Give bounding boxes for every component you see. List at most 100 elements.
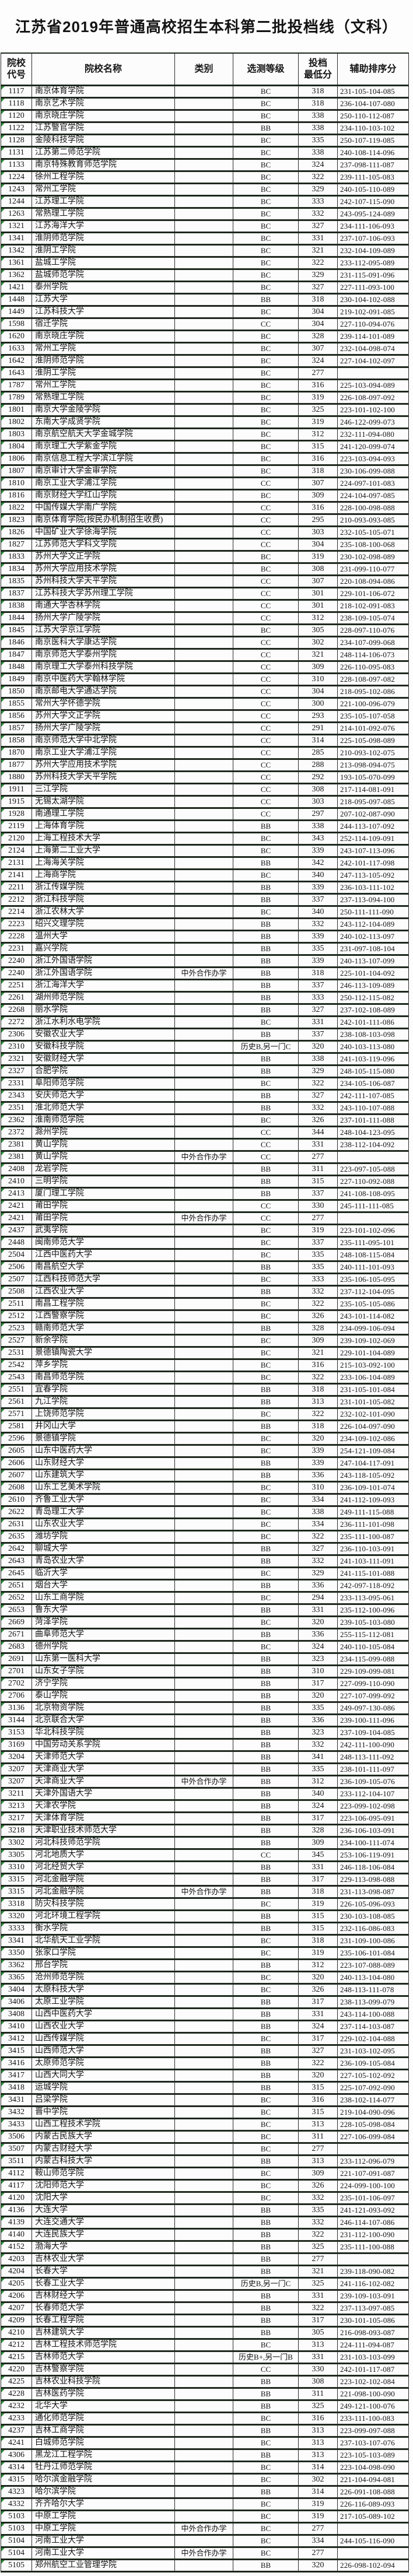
college-name-cell: 聊城大学 (32, 1543, 175, 1555)
college-name-cell: 天津农学院 (32, 1800, 175, 1813)
college-code-cell: 3417 (1, 2069, 32, 2082)
aux-score-cell: 236-103-111-102 (337, 881, 409, 894)
grade-cell: BC (233, 1408, 299, 1421)
college-name-cell: 吕梁学院 (32, 2094, 175, 2107)
grade-cell: BC (233, 342, 299, 355)
aux-score-cell: 241-115-101-088 (337, 1567, 409, 1580)
table-row: 3350 张家口学院 BC 319 235-106-101-084 (1, 1947, 409, 1960)
aux-score-cell: 246-113-109-089 (337, 979, 409, 992)
aux-score-cell: 248-113-111-092 (337, 1751, 409, 1764)
grade-cell: BC (233, 2522, 299, 2535)
table-row: 1826 中国矿业大学徐海学院 CC 303 232-105-105-071 (1, 526, 409, 539)
table-row: 2702 济宁学院 BB 317 227-099-110-090 (1, 1677, 409, 1690)
category-cell (174, 1861, 233, 1874)
excel-corner-mark-icon (1, 123, 5, 127)
aux-score-cell: 227-099-110-090 (337, 1677, 409, 1690)
aux-score-cell: 226-116-089-093 (337, 2498, 409, 2511)
score-cell: 295 (298, 514, 338, 527)
table-row: 3507 内蒙古财经大学 BC 277 (1, 2143, 409, 2156)
grade-cell: BC (233, 1359, 299, 1372)
college-name-cell: 苏州大学应用技术学院 (32, 759, 175, 772)
college-name-cell: 常州工学院 (32, 379, 175, 392)
college-name-cell: 长春工程学院 (32, 2314, 175, 2327)
aux-score-cell: 236-109-101-074 (337, 1481, 409, 1494)
table-row: 4220 吉林警察学院 CC 330 242-101-117-087 (1, 2363, 409, 2376)
score-cell: 313 (298, 2118, 338, 2131)
college-name-cell: 淮阴师范学院 (32, 232, 175, 245)
excel-corner-mark-icon (1, 2046, 5, 2049)
grade-cell: BC (233, 2473, 299, 2486)
excel-corner-mark-icon (1, 1360, 5, 1364)
grade-cell: BB (233, 2559, 299, 2572)
grade-cell: BC (233, 2339, 299, 2351)
aux-score-cell: 237-101-111-088 (337, 1114, 409, 1127)
aux-score-cell: 241-103-111-091 (337, 1555, 409, 1568)
category-cell (174, 1677, 233, 1690)
score-cell: 301 (298, 600, 338, 612)
grade-cell: BB (233, 2069, 299, 2082)
score-cell: 339 (298, 1445, 338, 1457)
college-name-cell: 太原工业学院 (32, 1996, 175, 2009)
college-name-cell: 济宁学院 (32, 1677, 175, 1690)
college-code-cell: 1850 (1, 685, 32, 698)
college-code-cell: 1833 (1, 551, 32, 563)
category-cell (174, 2167, 233, 2180)
category-cell (174, 771, 233, 784)
college-code-cell: 1802 (1, 416, 32, 429)
college-name-cell: 南京中医药大学翰林学院 (32, 673, 175, 686)
aux-score-cell: 238-102-114-077 (337, 2094, 409, 2107)
score-cell: 307 (298, 342, 338, 355)
grade-cell: BC (233, 1016, 299, 1029)
college-name-cell: 哈尔滨金融学院 (32, 2473, 175, 2486)
excel-corner-mark-icon (1, 1764, 5, 1768)
college-name-cell: 常熟理工学院 (32, 208, 175, 220)
excel-corner-mark-icon (1, 2266, 5, 2270)
aux-score-cell: 223-101-102-100 (337, 404, 409, 416)
excel-corner-mark-icon (1, 1580, 5, 1584)
score-cell: 322 (298, 2057, 338, 2070)
grade-cell: BC (233, 906, 299, 919)
table-row: 2608 山东工艺美术学院 BC 310 236-109-101-074 (1, 1481, 409, 1494)
table-row: 1321 江苏海洋大学 BC 327 234-111-106-093 (1, 220, 409, 233)
score-cell: 277 (298, 367, 338, 380)
score-cell: 335 (298, 134, 338, 147)
college-code-cell: 4220 (1, 2363, 32, 2376)
table-row: 1928 南通理工学院 CC 297 207-102-087-090 (1, 808, 409, 821)
table-row: 2542 萍乡学院 BC 316 215-103-092-100 (1, 1359, 409, 1372)
category-cell (174, 746, 233, 759)
category-cell (174, 465, 233, 478)
college-code-cell: 1823 (1, 514, 32, 527)
college-code-cell: 4332 (1, 2498, 32, 2511)
score-cell: 329 (298, 1567, 338, 1580)
college-code-cell: 1845 (1, 624, 32, 637)
category-cell (174, 514, 233, 527)
college-code-cell: 3204 (1, 1751, 32, 1764)
college-code-cell: 1362 (1, 269, 32, 282)
college-code-cell: 2561 (1, 1396, 32, 1408)
aux-score-cell: 241-120-099-074 (337, 440, 409, 453)
excel-corner-mark-icon (1, 968, 5, 972)
category-cell (174, 2498, 233, 2511)
grade-cell: CC (233, 318, 299, 331)
college-name-cell: 南通大学杏林学院 (32, 600, 175, 612)
grade-cell: BC (233, 1347, 299, 1359)
college-name-cell: 吉林工程技术师范学院 (32, 2339, 175, 2351)
college-name-cell: 苏州科技大学天平学院 (32, 771, 175, 784)
college-name-cell: 南京艺术学院 (32, 97, 175, 110)
college-code-cell: 1801 (1, 404, 32, 416)
grade-cell: CC (233, 710, 299, 723)
college-name-cell: 山西农业大学 (32, 2020, 175, 2033)
score-cell: 320 (298, 2069, 338, 2082)
score-cell: 297 (298, 808, 338, 821)
grade-cell: 历史B,另一门C (233, 2277, 299, 2290)
score-cell: 319 (298, 2498, 338, 2511)
college-code-cell: 2671 (1, 1628, 32, 1641)
grade-cell: BB (233, 1555, 299, 1568)
college-code-cell: 2507 (1, 1273, 32, 1286)
table-row: 2421 莆田学院 中外合作办学 CC 277 (1, 1212, 409, 1225)
score-cell: 313 (298, 2437, 338, 2449)
college-name-cell: 吉林建筑大学 (32, 2326, 175, 2339)
header-cell: 类别 (174, 53, 233, 86)
grade-cell: BC (233, 2143, 299, 2156)
grade-cell: CC (233, 661, 299, 674)
